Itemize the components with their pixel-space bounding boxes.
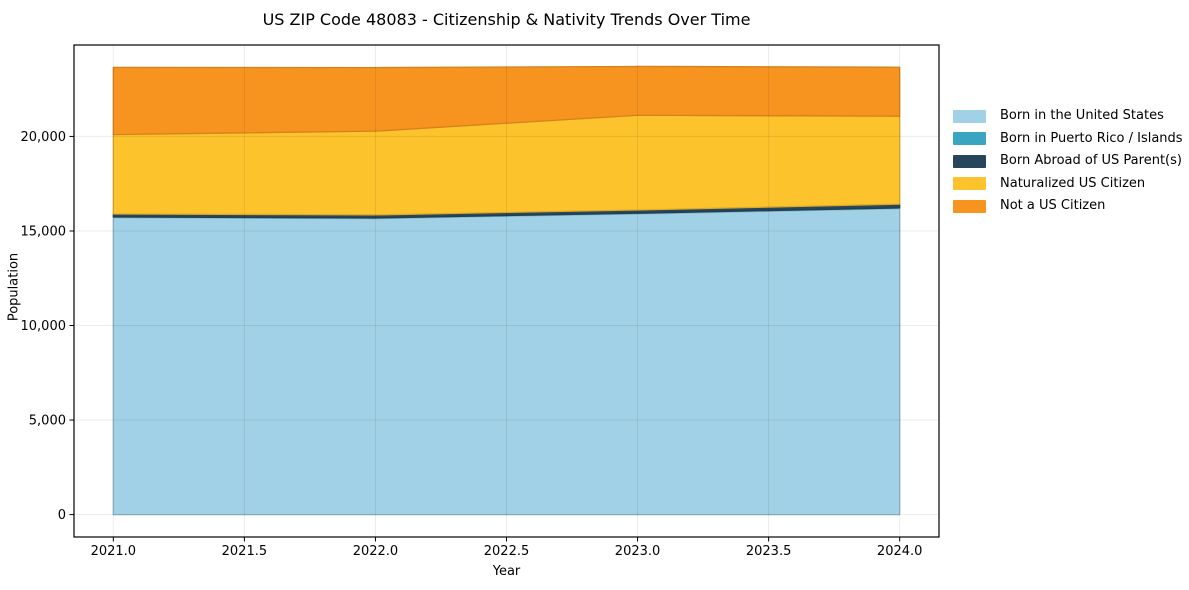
- legend-swatch: [953, 177, 986, 190]
- legend-swatch: [953, 199, 986, 213]
- y-tick-label: 5,000: [29, 414, 66, 429]
- legend-swatch: [953, 154, 986, 168]
- y-tick-label: 20,000: [21, 130, 67, 145]
- x-tick-label: 2021.5: [222, 544, 268, 559]
- x-axis-label: Year: [492, 564, 521, 579]
- legend-item-born-in-the-united-states: Born in the United States: [953, 108, 1183, 124]
- legend-label: Not a US Citizen: [1000, 198, 1106, 213]
- x-tick-label: 2024.0: [877, 544, 923, 559]
- legend-item-not-a-us-citizen: Not a US Citizen: [953, 198, 1183, 214]
- legend-label: Born in Puerto Rico / Islands: [1000, 130, 1183, 146]
- x-tick-label: 2021.0: [91, 544, 137, 559]
- legend-label: Born in the United States: [1000, 108, 1164, 123]
- y-tick-label: 0: [58, 508, 66, 523]
- y-axis-label: Population: [6, 252, 22, 322]
- legend-label: Naturalized US Citizen: [1000, 175, 1146, 191]
- y-tick-label: 15,000: [21, 224, 67, 239]
- x-tick-label: 2022.0: [353, 544, 399, 559]
- x-tick-label: 2023.5: [746, 544, 792, 559]
- legend-item-born-in-puerto-rico-islands: Born in Puerto Rico / Islands: [953, 131, 1183, 147]
- legend-item-naturalized-us-citizen: Naturalized US Citizen: [953, 176, 1183, 192]
- y-tick-label: 10,000: [21, 319, 67, 334]
- chart-title: US ZIP Code 48083 - Citizenship & Nativi…: [262, 10, 751, 29]
- area-not-a-us-citizen: [112, 65, 901, 136]
- legend-label: Born Abroad of US Parent(s): [1000, 153, 1182, 168]
- legend: Born in the United States Born in Puerto …: [953, 108, 1183, 221]
- x-tick-label: 2022.5: [484, 544, 530, 559]
- legend-swatch: [953, 109, 986, 123]
- legend-swatch: [953, 132, 986, 145]
- x-tick-label: 2023.0: [615, 544, 661, 559]
- legend-item-born-abroad-of-us-parent-s: Born Abroad of US Parent(s): [953, 153, 1183, 169]
